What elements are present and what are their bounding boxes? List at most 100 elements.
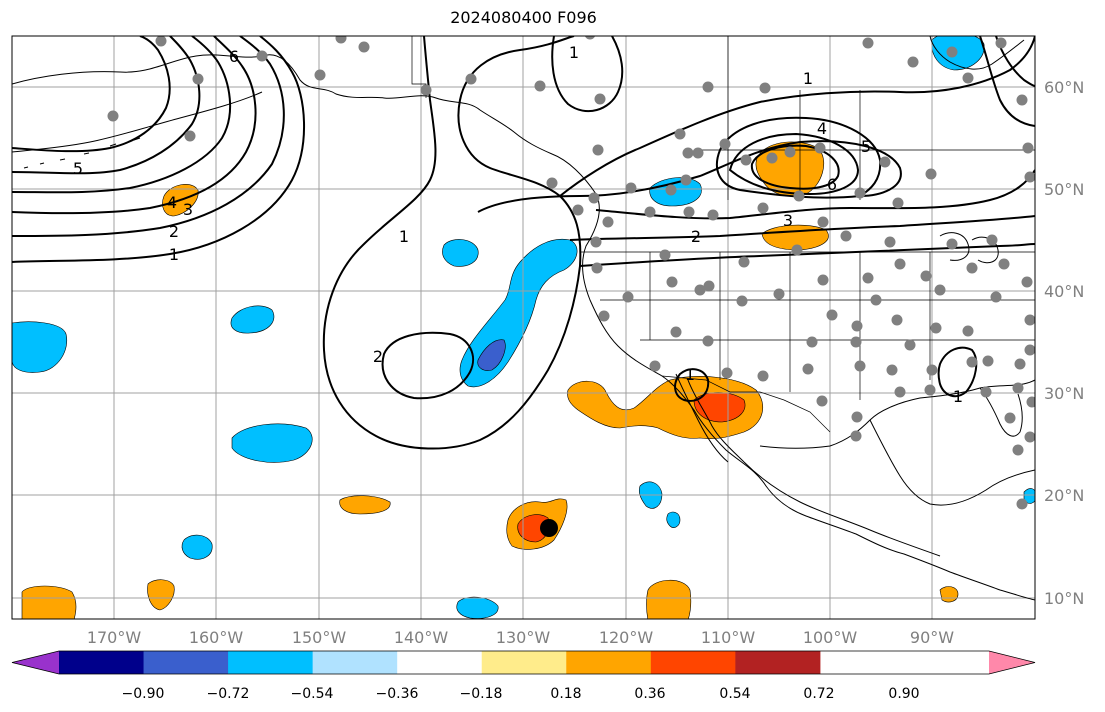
neg-anomaly-region xyxy=(931,36,985,71)
contour-line xyxy=(937,346,978,398)
station-dot-icon xyxy=(1016,498,1028,510)
station-dot-icon xyxy=(806,336,818,348)
station-dot-icon xyxy=(155,36,167,47)
contour-label: 5 xyxy=(861,137,871,156)
pos-anomaly-region xyxy=(147,579,175,611)
contour-line xyxy=(750,144,840,190)
station-dot-icon xyxy=(986,234,998,246)
station-dot-icon xyxy=(584,36,596,40)
station-dot-icon xyxy=(594,93,606,105)
station-dot-icon xyxy=(1016,94,1028,106)
station-dot-icon xyxy=(1026,396,1035,408)
station-dot-icon xyxy=(925,168,937,180)
station-dot-icon xyxy=(851,411,863,423)
colorbar-segment xyxy=(312,651,398,674)
pos-anomaly-region xyxy=(939,586,959,603)
station-dot-icon xyxy=(702,335,714,347)
baja-peninsula xyxy=(675,373,745,463)
lat-label: 60°N xyxy=(1044,78,1084,97)
florida xyxy=(979,387,1023,437)
contour-line xyxy=(595,169,1035,220)
station-dot-icon xyxy=(926,364,938,376)
station-dot-icon xyxy=(907,56,919,68)
neg-anomaly-core xyxy=(477,339,506,371)
station-dot-icon xyxy=(850,336,862,348)
station-dot-icon xyxy=(707,209,719,221)
longitude-labels: 170°W 160°W 150°W 140°W 130°W 120°W 110°… xyxy=(87,628,954,647)
station-dot-icon xyxy=(802,363,814,375)
station-dot-icon xyxy=(759,82,771,94)
station-dot-icon xyxy=(862,272,874,284)
station-dot-icon xyxy=(1024,314,1035,326)
lon-label: 90°W xyxy=(910,628,954,647)
station-dot-icon xyxy=(602,216,614,228)
contour-line xyxy=(381,331,475,400)
contour-line xyxy=(569,215,1035,241)
storm-center-icon xyxy=(540,519,558,537)
station-dot-icon xyxy=(682,147,694,159)
contour-label: 1 xyxy=(803,69,813,88)
station-dot-icon xyxy=(930,322,942,334)
contour-line xyxy=(979,36,1035,127)
colorbar-tick-label: 0.72 xyxy=(803,686,834,702)
aleutian-islands xyxy=(12,91,263,169)
lat-label: 10°N xyxy=(1044,589,1084,608)
contour-label: 2 xyxy=(691,227,701,246)
neg-anomaly-region xyxy=(456,596,499,619)
station-dot-icon xyxy=(817,216,829,228)
station-dot-icon xyxy=(854,187,866,199)
station-dot-icon xyxy=(990,291,1002,303)
station-dot-icon xyxy=(1004,412,1016,424)
station-dot-icon xyxy=(920,270,932,282)
neg-anomaly-region xyxy=(666,511,681,528)
lat-label: 40°N xyxy=(1044,282,1084,301)
pos-anomaly-region xyxy=(646,579,692,619)
lon-label: 170°W xyxy=(87,628,142,647)
station-dot-icon xyxy=(694,284,706,296)
station-dot-icon xyxy=(184,130,196,142)
colorbar-segment xyxy=(481,651,567,674)
colorbar-segment xyxy=(228,651,314,674)
map-frame xyxy=(11,35,1036,620)
colorbar-segment xyxy=(650,651,736,674)
colorbar-tick-label: −0.54 xyxy=(291,686,334,702)
station-dot-icon xyxy=(966,356,978,368)
colorbar-tick-label: 0.18 xyxy=(550,686,581,702)
colorbar xyxy=(11,650,1036,675)
great-lakes xyxy=(939,232,999,264)
lon-label: 110°W xyxy=(701,628,756,647)
station-dot-icon xyxy=(1024,431,1035,443)
station-dot-icon xyxy=(840,230,852,242)
neg-anomaly-region xyxy=(230,305,275,334)
contour-line xyxy=(579,243,1035,267)
neg-anomaly-region xyxy=(231,423,313,463)
station-dot-icon xyxy=(879,156,891,168)
contour-label: 6 xyxy=(827,175,837,194)
lat-label: 20°N xyxy=(1044,486,1084,505)
station-dot-icon xyxy=(625,182,637,194)
station-dot-icon xyxy=(851,320,863,332)
lon-label: 160°W xyxy=(189,628,244,647)
colorbar-tick-label: 0.54 xyxy=(719,686,750,702)
station-dot-icon xyxy=(884,236,896,248)
station-dot-icon xyxy=(850,430,862,442)
station-dot-icon xyxy=(817,274,829,286)
contour-line xyxy=(12,36,257,215)
graticule xyxy=(12,36,1035,619)
station-dot-icon xyxy=(1021,276,1033,288)
station-dot-icon xyxy=(736,295,748,307)
lon-label: 100°W xyxy=(803,628,858,647)
station-dot-icon xyxy=(793,190,805,202)
station-dot-icon xyxy=(891,314,903,326)
hudson-bay xyxy=(929,36,1025,70)
station-dots xyxy=(107,36,1035,510)
station-dot-icon xyxy=(683,206,695,218)
station-dot-icon xyxy=(622,291,634,303)
contour-label: 4 xyxy=(167,193,177,212)
station-dot-icon xyxy=(784,146,796,158)
station-dot-icon xyxy=(1022,142,1034,154)
station-dot-icon xyxy=(924,384,936,396)
colorbar-outline xyxy=(11,650,1036,675)
neg-anomaly-region xyxy=(442,239,479,267)
station-dot-icon xyxy=(886,364,898,376)
